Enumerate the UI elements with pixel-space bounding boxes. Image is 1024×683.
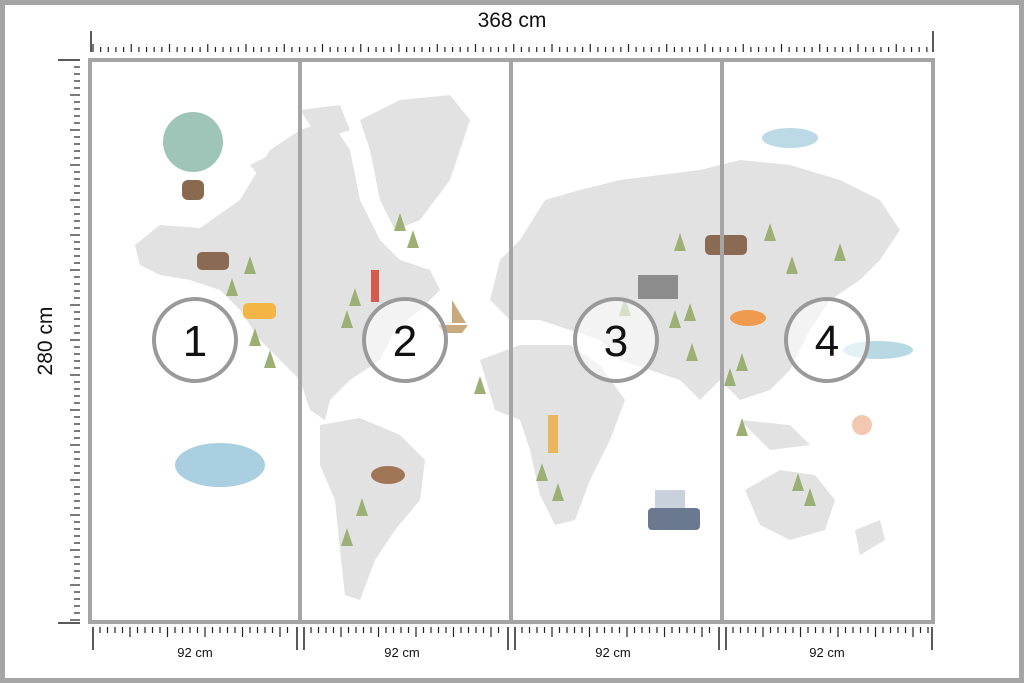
panel-number-3: 3 [604, 317, 628, 366]
fox-icon [730, 310, 766, 326]
tree-icon [736, 353, 748, 371]
islands [740, 420, 885, 555]
panel-number-circle [784, 297, 870, 383]
mountains-icon [638, 275, 678, 299]
lighthouse-icon [371, 270, 379, 302]
tree-icon [684, 303, 696, 321]
panel-width-label-3: 92 cm [595, 645, 631, 660]
whale-icon [762, 128, 818, 148]
ship-icon [648, 490, 700, 530]
tree-icon [249, 328, 261, 346]
tree-icon [792, 473, 804, 491]
tree-icon [674, 233, 686, 251]
dog-icon [371, 466, 405, 484]
panel-number-2: 2 [393, 317, 417, 366]
tree-icon [356, 498, 368, 516]
tree-icon [341, 310, 353, 328]
total-width-label: 368 cm [477, 9, 547, 32]
tree-icon [686, 343, 698, 361]
whale-icon [175, 443, 265, 487]
australia [745, 470, 835, 540]
tree-icon [341, 528, 353, 546]
arctic-islands [250, 105, 350, 190]
panels-frame [88, 58, 935, 624]
tree-icon [804, 488, 816, 506]
tree-icon [349, 288, 361, 306]
panel-width-label-1: 92 cm [177, 645, 213, 660]
tree-icon [226, 278, 238, 296]
tree-icon [736, 418, 748, 436]
tree-icon [394, 213, 406, 231]
hot-air-balloon-icon [163, 112, 223, 200]
tree-icon [724, 368, 736, 386]
tree-icon [264, 350, 276, 368]
panel-number-4: 4 [815, 317, 839, 366]
tree-icon [834, 243, 846, 261]
south-america [320, 418, 425, 600]
rulers [58, 31, 934, 650]
panel-number-1: 1 [183, 317, 207, 366]
tree-icon [764, 223, 776, 241]
tree-icon [552, 483, 564, 501]
trees [226, 213, 846, 546]
bear-icon [705, 235, 747, 255]
panel-number-circle [573, 297, 659, 383]
bear-icon [197, 252, 229, 270]
panel-number-circle [152, 297, 238, 383]
panel-width-label-2: 92 cm [384, 645, 420, 660]
tree-icon [669, 310, 681, 328]
tree-icon [474, 376, 486, 394]
panel-width-label-4: 92 cm [809, 645, 845, 660]
panel-number-circle [362, 297, 448, 383]
tree-icon [786, 256, 798, 274]
tree-icon [244, 256, 256, 274]
octopus-icon [852, 415, 872, 435]
total-height-label: 280 cm [34, 306, 57, 376]
bus-icon [243, 303, 276, 319]
panel-number-markers: 1 2 3 4 [152, 297, 870, 383]
giraffe-icon [548, 415, 558, 453]
tree-icon [536, 463, 548, 481]
greenland [360, 95, 470, 230]
sailboat-icon [438, 300, 468, 333]
tree-icon [407, 230, 419, 248]
